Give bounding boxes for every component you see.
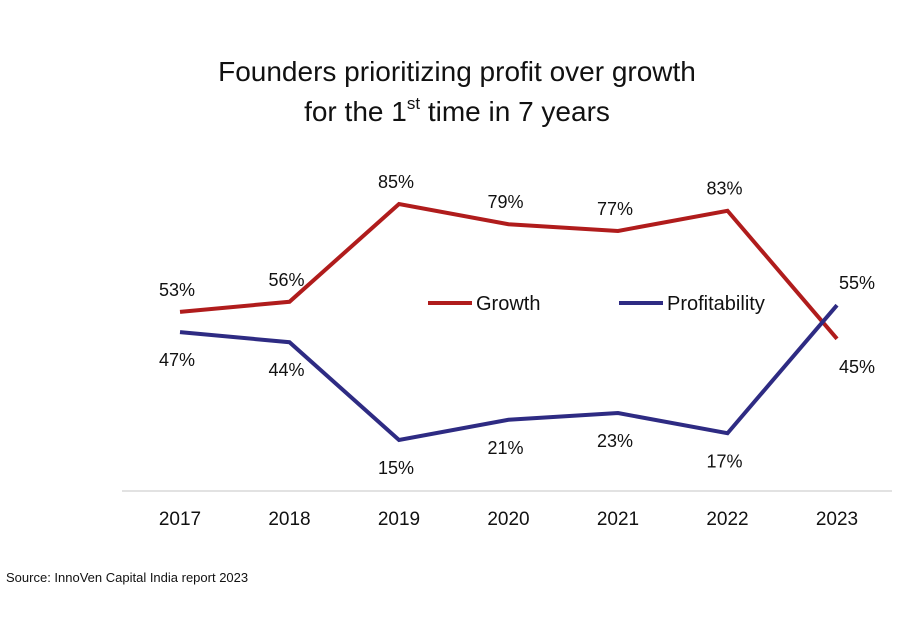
chart-title-line2-pre: for the 1 bbox=[304, 96, 407, 127]
data-label-profitability-2017: 47% bbox=[159, 350, 195, 370]
data-label-growth-2021: 77% bbox=[597, 199, 633, 219]
chart-title-line1: Founders prioritizing profit over growth bbox=[218, 56, 696, 87]
data-label-profitability-2018: 44% bbox=[268, 360, 304, 380]
legend-label-growth: Growth bbox=[476, 293, 540, 315]
chart-title: Founders prioritizing profit over growth… bbox=[0, 52, 914, 132]
x-tick-label-2023: 2023 bbox=[816, 509, 858, 530]
x-tick-label-2020: 2020 bbox=[487, 509, 529, 530]
x-tick-label-2019: 2019 bbox=[378, 509, 420, 530]
series-line-profitability bbox=[179, 303, 839, 443]
x-tick-label-2018: 2018 bbox=[268, 509, 310, 530]
series-line-growth bbox=[179, 201, 839, 341]
data-label-growth-2018: 56% bbox=[268, 270, 304, 290]
source-note: Source: InnoVen Capital India report 202… bbox=[6, 570, 249, 585]
legend-label-profitability: Profitability bbox=[667, 293, 765, 315]
x-tick-label-2021: 2021 bbox=[597, 509, 639, 530]
x-tick-label-2022: 2022 bbox=[706, 509, 748, 530]
data-label-profitability-2020: 21% bbox=[487, 438, 523, 458]
data-label-growth-2020: 79% bbox=[487, 192, 523, 212]
data-label-profitability-2022: 17% bbox=[706, 451, 742, 471]
data-label-profitability-2021: 23% bbox=[597, 431, 633, 451]
data-label-profitability-2023: 55% bbox=[839, 273, 875, 293]
data-label-growth-2017: 53% bbox=[159, 280, 195, 300]
x-tick-label-2017: 2017 bbox=[159, 509, 201, 530]
data-label-profitability-2019: 15% bbox=[378, 458, 414, 478]
chart-title-line2-sup: st bbox=[406, 94, 421, 113]
chart-title-line2: for the 1st time in 7 years bbox=[0, 92, 914, 132]
chart-title-line2-post: time in 7 years bbox=[420, 96, 610, 127]
data-label-growth-2022: 83% bbox=[706, 179, 742, 199]
data-label-growth-2023: 45% bbox=[839, 357, 875, 377]
data-label-growth-2019: 85% bbox=[378, 172, 414, 192]
